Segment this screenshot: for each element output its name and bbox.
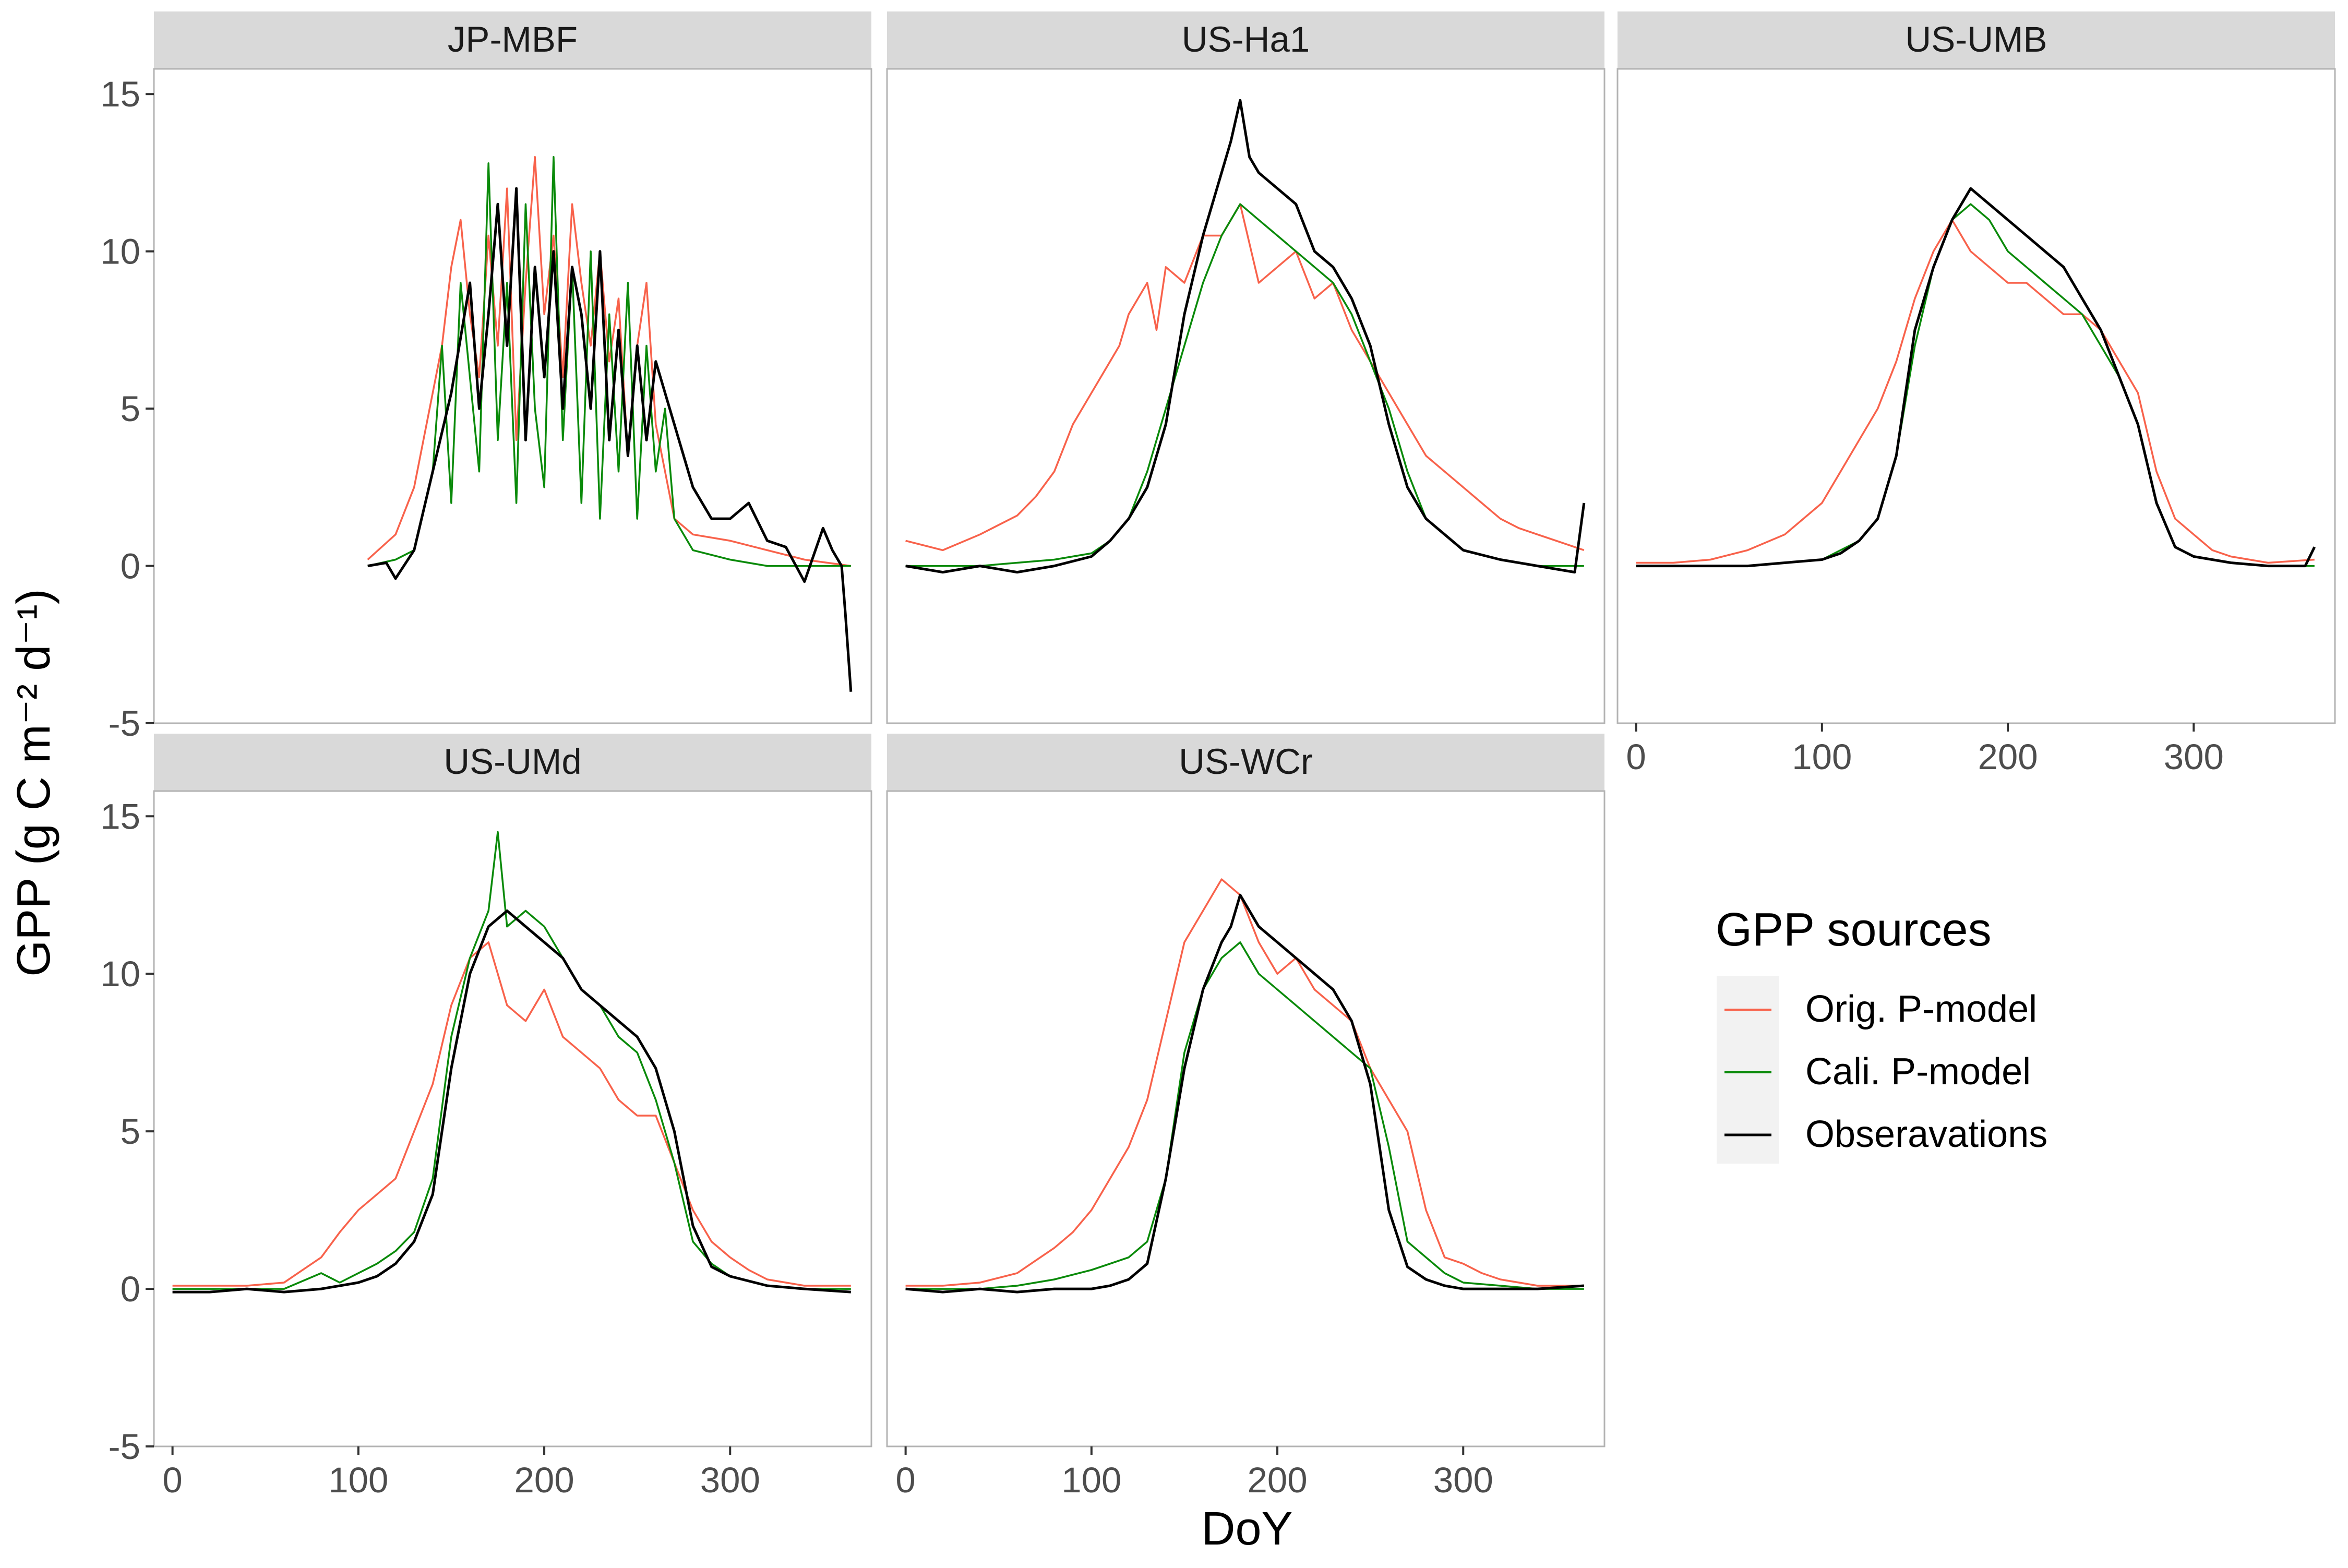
facet-panel: US-Ha1	[886, 11, 1606, 724]
facet-title: US-UMB	[1905, 19, 2047, 59]
facet-title: US-Ha1	[1182, 19, 1310, 59]
panel-area	[1616, 68, 2336, 724]
x-tick-label: 300	[700, 1460, 760, 1500]
x-tick-label: 100	[1792, 737, 1852, 777]
series-line	[172, 941, 851, 1287]
facet-strip	[154, 734, 871, 791]
series-line	[905, 99, 1586, 574]
series-line	[172, 909, 851, 1294]
legend-label: Obseravations	[1805, 1114, 2047, 1155]
series-line	[905, 878, 1584, 1287]
series-line	[367, 187, 853, 692]
legend-item: Orig. P-model	[1724, 988, 2037, 1030]
x-tick-label: 100	[1061, 1460, 1121, 1500]
legend-items: Orig. P-model Cali. P-model Obseravations	[1724, 988, 2047, 1155]
facet-title: JP-MBF	[448, 19, 578, 59]
y-axis-title: GPP (g C m⁻² d⁻¹)	[8, 589, 60, 976]
panel-area	[886, 68, 1606, 724]
y-tick-label: 5	[121, 389, 140, 429]
x-tick-label: 200	[1978, 737, 2038, 777]
series-line	[905, 941, 1584, 1290]
x-tick-label: 300	[1433, 1460, 1493, 1500]
y-tick-label: 0	[121, 546, 140, 586]
x-tick-label: 0	[1626, 737, 1646, 777]
legend-item: Obseravations	[1724, 1114, 2047, 1155]
y-tick-label: 15	[100, 796, 140, 836]
series-line	[1636, 219, 2315, 564]
facet-strip	[154, 11, 871, 69]
x-axis-title: DoY	[1201, 1503, 1292, 1555]
y-tick-label: 10	[100, 232, 140, 272]
series-line	[1636, 187, 2316, 568]
facet-panel: US-WCr 0 100 200 300	[886, 734, 1606, 1500]
legend-key-background	[1717, 976, 1779, 1164]
legend: GPP sources Orig. P-model Cali. P-model Ob…	[1716, 904, 2047, 1164]
x-tick-label: 200	[1247, 1460, 1307, 1500]
legend-item: Cali. P-model	[1724, 1051, 2031, 1093]
series-line	[172, 831, 851, 1290]
panel-area	[153, 790, 872, 1447]
facet-panel: US-UMd -5 0 5 10 15 0 100 200 300	[100, 734, 872, 1500]
legend-label: Cali. P-model	[1805, 1051, 2031, 1093]
y-tick-label: 5	[121, 1111, 140, 1152]
x-tick-label: 200	[514, 1460, 574, 1500]
legend-title: GPP sources	[1716, 904, 1992, 956]
facet-panel: JP-MBF -5 0 5 10 15	[100, 11, 872, 744]
facet-title: US-WCr	[1179, 741, 1313, 782]
facet-strip	[887, 734, 1604, 791]
y-tick-label: 0	[121, 1269, 140, 1309]
facet-strip	[1618, 11, 2335, 69]
x-tick-label: 0	[162, 1460, 182, 1500]
series-line	[905, 893, 1584, 1294]
x-tick-label: 0	[895, 1460, 915, 1500]
y-tick-label: 15	[100, 74, 140, 114]
x-tick-label: 100	[328, 1460, 388, 1500]
x-tick-label: 300	[2164, 737, 2224, 777]
legend-label: Orig. P-model	[1805, 988, 2037, 1030]
facet-panel: US-UMB 0 100 200 300	[1616, 11, 2336, 777]
y-tick-label: -5	[109, 703, 140, 744]
y-tick-label: -5	[109, 1427, 140, 1467]
facet-strip	[887, 11, 1604, 69]
panel-area	[886, 790, 1606, 1447]
y-tick-label: 10	[100, 954, 140, 994]
facet-title: US-UMd	[444, 741, 582, 782]
series-line	[367, 156, 852, 567]
